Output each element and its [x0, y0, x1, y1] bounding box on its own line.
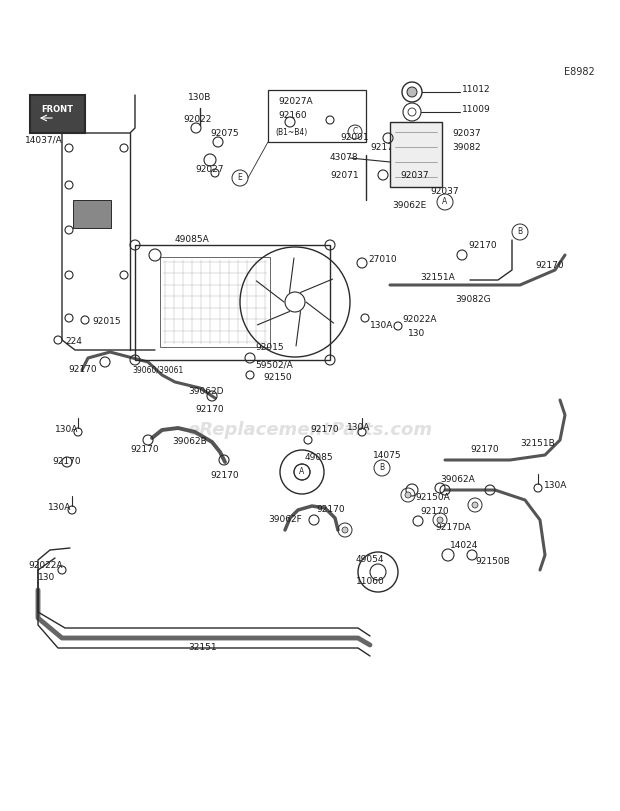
Text: 14075: 14075 — [373, 450, 402, 460]
Text: FRONT: FRONT — [41, 105, 73, 114]
Text: 11012: 11012 — [462, 84, 490, 93]
Text: 92170: 92170 — [130, 445, 159, 454]
Text: 92022A: 92022A — [402, 315, 436, 324]
Text: B: B — [518, 228, 523, 237]
Text: E8982: E8982 — [564, 67, 595, 77]
Text: 92001: 92001 — [340, 134, 369, 143]
Text: 92037: 92037 — [400, 170, 428, 179]
Bar — [30, 95, 85, 133]
Text: 39062D: 39062D — [188, 388, 223, 397]
Text: A: A — [299, 467, 304, 477]
Text: 39082G: 39082G — [455, 295, 490, 304]
Circle shape — [405, 492, 411, 498]
Text: 39062A: 39062A — [440, 475, 475, 484]
Bar — [390, 122, 442, 187]
Text: 92071: 92071 — [330, 170, 358, 179]
Text: 92170: 92170 — [468, 242, 497, 251]
Text: A: A — [443, 198, 448, 207]
Text: B: B — [379, 464, 384, 473]
Text: 130A: 130A — [544, 480, 567, 490]
Bar — [268, 90, 366, 142]
Text: 27010: 27010 — [368, 255, 397, 264]
Text: 92170: 92170 — [470, 445, 498, 454]
Text: 39062B: 39062B — [172, 437, 206, 447]
Text: 39060/39061: 39060/39061 — [132, 366, 184, 375]
Bar — [73, 200, 111, 228]
Text: 130A: 130A — [370, 320, 393, 329]
Text: 92022A: 92022A — [28, 560, 63, 569]
Text: 92015: 92015 — [92, 317, 121, 327]
Text: 92170: 92170 — [535, 260, 564, 269]
Text: 39082: 39082 — [452, 144, 480, 152]
Text: (B1~B4): (B1~B4) — [275, 127, 308, 136]
Text: eReplacementParts.com: eReplacementParts.com — [187, 421, 433, 439]
Circle shape — [472, 502, 478, 508]
Text: 92160: 92160 — [278, 111, 307, 121]
Text: 92170: 92170 — [68, 366, 97, 375]
Text: 130: 130 — [38, 573, 55, 582]
Text: 130B: 130B — [188, 93, 211, 102]
Text: 224: 224 — [65, 337, 82, 346]
Text: 92150A: 92150A — [415, 492, 450, 501]
Bar — [160, 257, 270, 347]
Text: 32151B: 32151B — [520, 439, 555, 448]
Text: 92022: 92022 — [183, 115, 211, 125]
Text: 92150: 92150 — [263, 374, 291, 383]
Text: 11009: 11009 — [462, 105, 491, 114]
Text: 32151: 32151 — [188, 643, 216, 653]
Text: 92027A: 92027A — [278, 97, 312, 106]
Text: 92170: 92170 — [370, 144, 399, 152]
Text: 92027: 92027 — [195, 165, 223, 174]
Text: 92170: 92170 — [52, 457, 81, 466]
Text: 14037/A: 14037/A — [25, 135, 63, 144]
Text: 92170: 92170 — [195, 406, 224, 414]
Text: 59502/A: 59502/A — [255, 361, 293, 370]
Text: 130: 130 — [408, 328, 425, 337]
Text: 92037: 92037 — [452, 128, 480, 138]
Text: 92037: 92037 — [430, 187, 459, 196]
Text: 49085: 49085 — [305, 453, 334, 462]
Text: C: C — [352, 127, 358, 136]
Text: 92170: 92170 — [210, 470, 239, 479]
Circle shape — [407, 87, 417, 97]
Text: 43078: 43078 — [330, 153, 358, 162]
Circle shape — [437, 517, 443, 523]
Text: 39062F: 39062F — [268, 516, 302, 525]
Text: 9217DA: 9217DA — [435, 523, 471, 533]
Text: 92170: 92170 — [420, 508, 449, 517]
Text: 130A: 130A — [55, 426, 78, 435]
Text: 92075: 92075 — [210, 128, 239, 138]
Text: 92170: 92170 — [310, 426, 339, 435]
Text: 92170: 92170 — [316, 505, 345, 514]
Bar — [135, 245, 330, 360]
Text: 11060: 11060 — [356, 577, 385, 586]
Text: 14024: 14024 — [450, 540, 479, 550]
Text: 92150B: 92150B — [475, 557, 510, 567]
Text: 130A: 130A — [48, 504, 71, 513]
Text: 32151A: 32151A — [420, 273, 454, 282]
Text: 130A: 130A — [347, 423, 370, 432]
Text: 49054: 49054 — [356, 556, 384, 564]
Text: 39062E: 39062E — [392, 200, 427, 209]
Text: 49085A: 49085A — [175, 235, 210, 244]
Circle shape — [342, 527, 348, 533]
Text: E: E — [237, 174, 242, 182]
Text: 92015: 92015 — [255, 344, 283, 353]
